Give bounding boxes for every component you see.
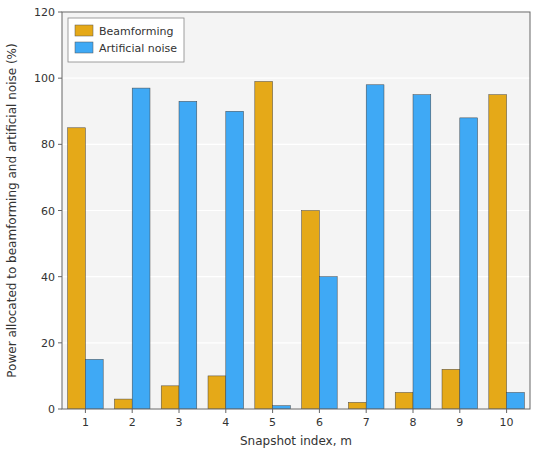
bar <box>507 392 525 409</box>
bar <box>161 386 179 409</box>
tick-label: 60 <box>41 205 55 218</box>
tick-label: 4 <box>222 416 229 429</box>
bar <box>255 81 273 409</box>
tick-mark <box>225 409 226 413</box>
bar <box>395 392 413 409</box>
x-axis-label: Snapshot index, m <box>240 434 352 448</box>
tick-mark <box>272 409 273 413</box>
bar <box>319 277 337 409</box>
legend-swatch <box>75 42 93 53</box>
tick-label: 80 <box>41 138 55 151</box>
bar <box>302 211 320 410</box>
tick-mark <box>58 78 62 79</box>
plot-background <box>62 12 530 409</box>
tick-label: 0 <box>48 403 55 416</box>
legend: Beamforming Artificial noise <box>68 18 184 62</box>
tick-label: 6 <box>316 416 323 429</box>
y-axis: 0 20 40 60 80 100 120 <box>34 6 530 416</box>
tick-label: 7 <box>363 416 370 429</box>
legend-label: Artificial noise <box>99 42 177 55</box>
grid-line <box>62 78 530 79</box>
tick-label: 1 <box>82 416 89 429</box>
tick-mark <box>58 409 62 410</box>
bar <box>208 376 226 409</box>
bar <box>68 128 86 409</box>
bar <box>85 359 103 409</box>
bar <box>489 95 507 409</box>
tick-mark <box>132 409 133 413</box>
tick-mark <box>58 144 62 145</box>
tick-mark <box>85 409 86 413</box>
bar <box>366 85 384 409</box>
bar <box>114 399 132 409</box>
tick-mark <box>319 409 320 413</box>
tick-mark <box>366 409 367 413</box>
plot-frame <box>62 12 530 409</box>
tick-label: 2 <box>129 416 136 429</box>
chart-container: 0 20 40 60 80 100 120 1 2 3 4 5 6 7 8 9 10 Snapshot index… <box>0 0 542 455</box>
tick-label: 120 <box>34 6 55 19</box>
bar <box>226 111 244 409</box>
bar <box>348 402 366 409</box>
tick-label: 100 <box>34 72 55 85</box>
x-axis: 1 2 3 4 5 6 7 8 9 10 <box>82 409 514 429</box>
bar <box>179 101 197 409</box>
tick-label: 8 <box>410 416 417 429</box>
tick-mark <box>58 210 62 211</box>
tick-mark <box>179 409 180 413</box>
y-axis-label: Power allocated to beamforming and artif… <box>5 43 19 377</box>
bar <box>413 95 431 409</box>
bar <box>132 88 150 409</box>
tick-mark <box>58 342 62 343</box>
tick-label: 20 <box>41 337 55 350</box>
tick-label: 5 <box>269 416 276 429</box>
tick-label: 9 <box>456 416 463 429</box>
bar <box>442 369 460 409</box>
legend-label: Beamforming <box>99 25 173 38</box>
bar <box>460 118 478 409</box>
chart-svg: 0 20 40 60 80 100 120 1 2 3 4 5 6 7 8 9 10 Snapshot index… <box>0 0 542 455</box>
legend-box <box>68 18 184 62</box>
tick-mark <box>58 12 62 13</box>
tick-mark <box>413 409 414 413</box>
tick-label: 40 <box>41 271 55 284</box>
tick-mark <box>506 409 507 413</box>
legend-swatch <box>75 25 93 36</box>
tick-label: 10 <box>500 416 514 429</box>
bars <box>68 81 525 409</box>
tick-mark <box>58 276 62 277</box>
tick-mark <box>459 409 460 413</box>
tick-label: 3 <box>176 416 183 429</box>
